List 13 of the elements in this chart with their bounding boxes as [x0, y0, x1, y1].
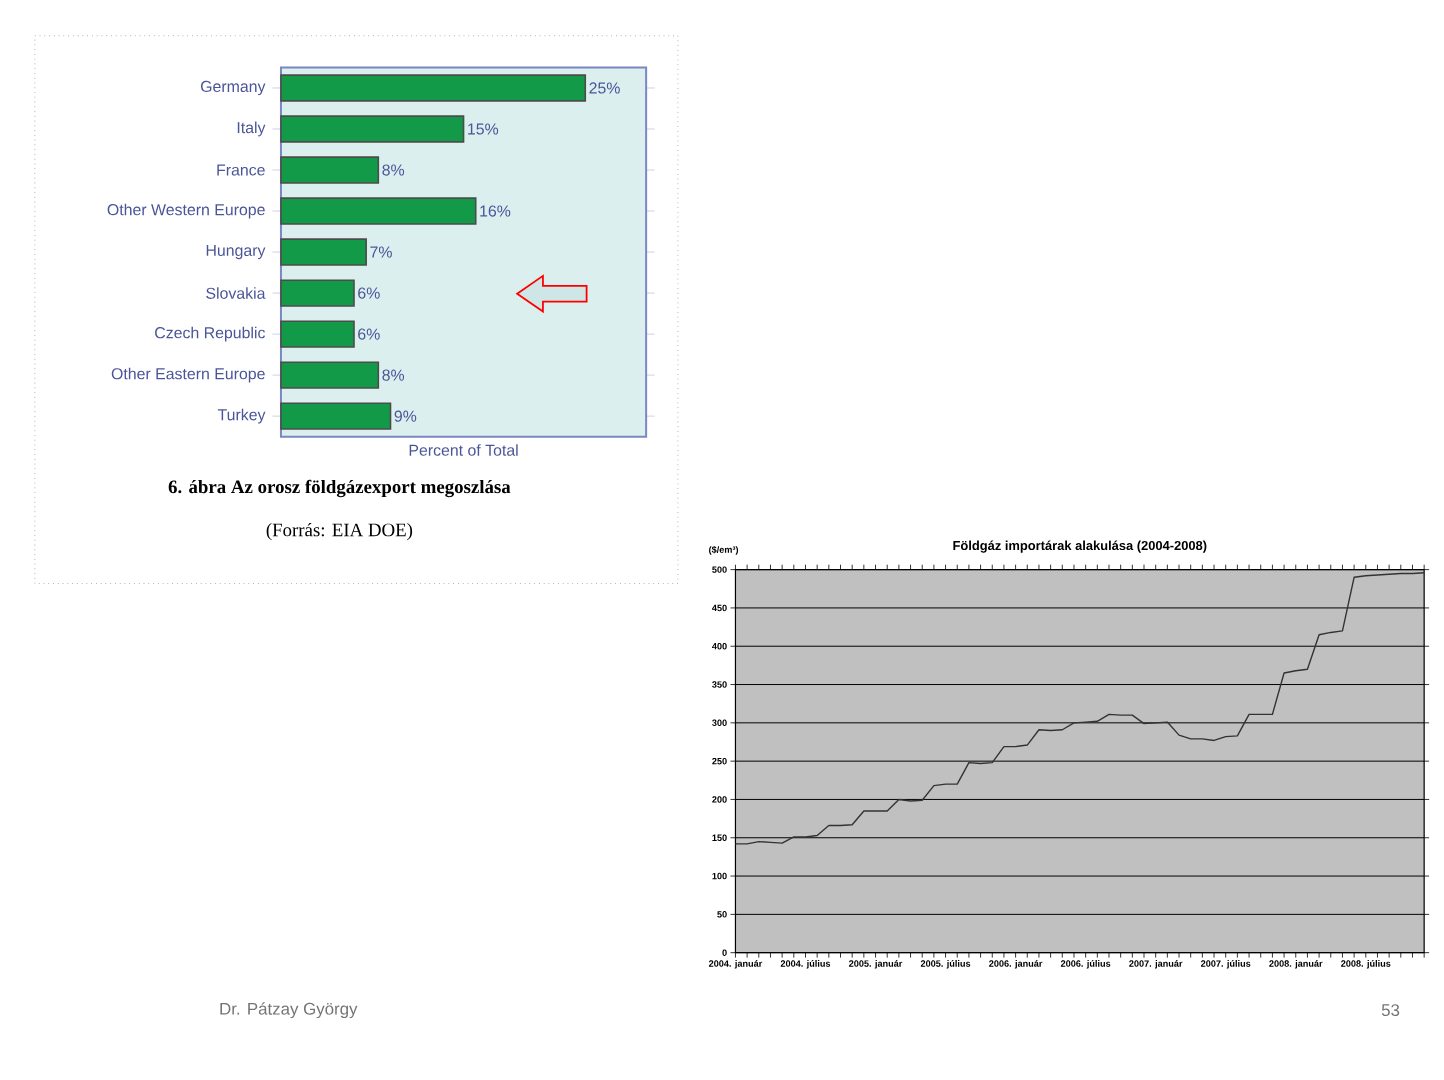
bar: [280, 197, 477, 225]
bar: [280, 320, 355, 348]
bar: [280, 279, 355, 307]
bar: [280, 361, 380, 389]
text: (Forrás: EIA DOE): [266, 523, 413, 541]
bar: [280, 156, 380, 184]
bar: [280, 115, 465, 143]
text: 6. ábra Az orosz földgázexport megoszlása: [168, 479, 511, 498]
bar: [280, 402, 392, 430]
text: 53: [1381, 1004, 1400, 1017]
bar: [280, 238, 367, 266]
text: Dr. Pátzay György: [220, 1002, 358, 1019]
bar: [280, 74, 587, 102]
